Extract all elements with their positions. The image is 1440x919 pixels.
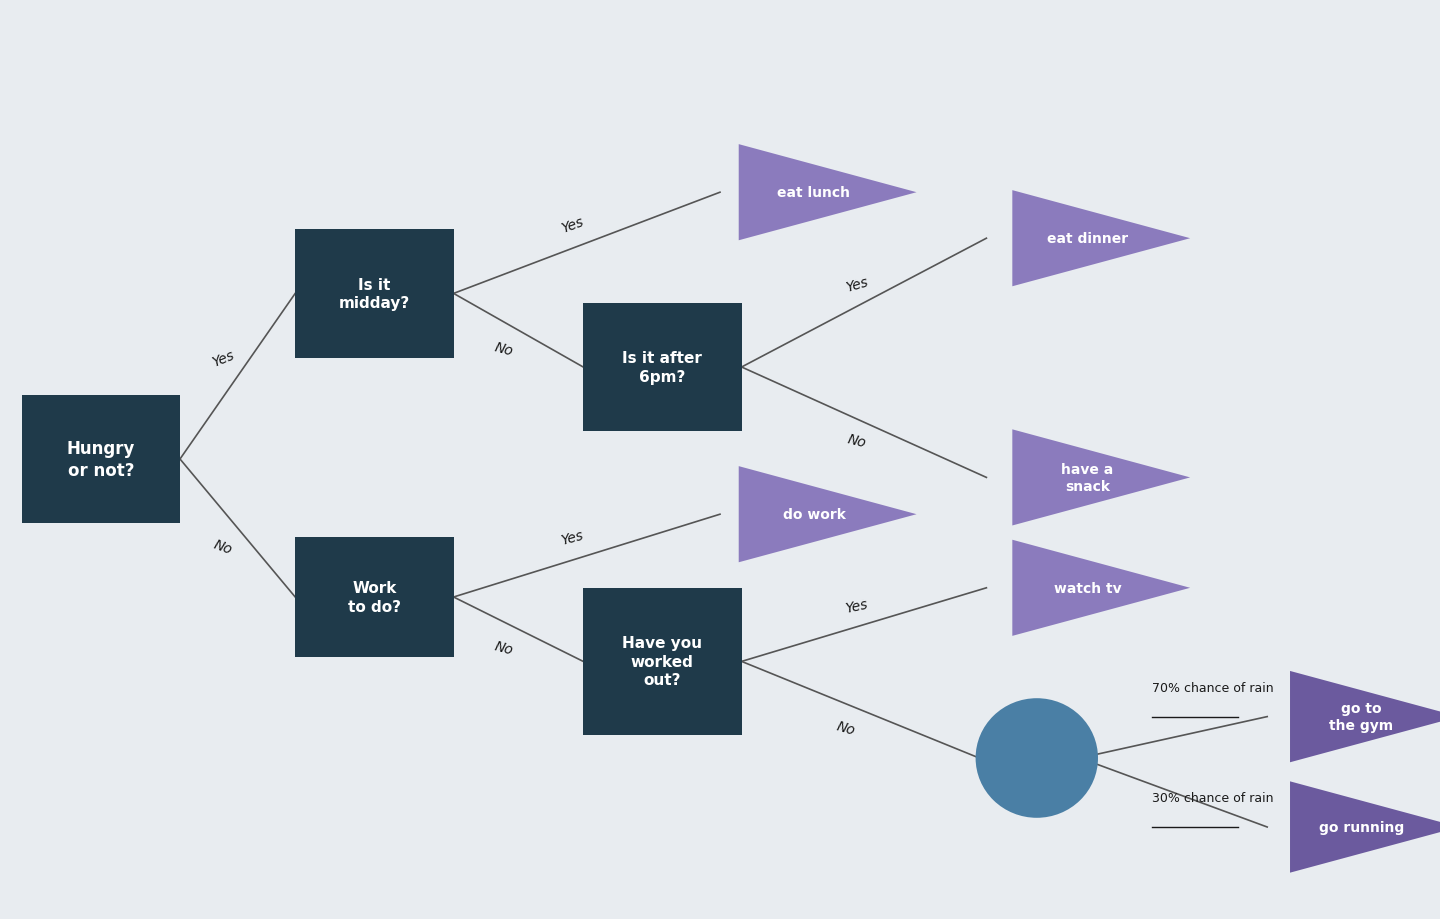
Text: Yes: Yes — [559, 215, 586, 235]
Text: No: No — [212, 537, 235, 557]
Text: 70% chance of rain: 70% chance of rain — [1152, 681, 1273, 694]
FancyBboxPatch shape — [295, 230, 454, 358]
Text: go to
the gym: go to the gym — [1329, 701, 1394, 732]
FancyBboxPatch shape — [583, 588, 742, 735]
Text: eat lunch: eat lunch — [778, 186, 851, 200]
Text: go running: go running — [1319, 820, 1404, 834]
Polygon shape — [1012, 191, 1191, 287]
Text: Yes: Yes — [560, 528, 585, 548]
Text: have a
snack: have a snack — [1061, 462, 1113, 494]
Text: Is it after
6pm?: Is it after 6pm? — [622, 351, 703, 384]
Text: No: No — [492, 639, 516, 657]
Text: Work
to do?: Work to do? — [348, 581, 400, 614]
Text: No: No — [845, 432, 868, 450]
Text: do work: do work — [782, 507, 845, 522]
Text: Yes: Yes — [844, 275, 870, 295]
Text: Hungry
or not?: Hungry or not? — [66, 439, 135, 480]
Text: watch tv: watch tv — [1054, 581, 1122, 596]
Text: Is it
midday?: Is it midday? — [338, 278, 410, 311]
Text: No: No — [835, 719, 857, 738]
Polygon shape — [1012, 430, 1191, 526]
FancyBboxPatch shape — [295, 538, 454, 657]
FancyBboxPatch shape — [583, 303, 742, 432]
Polygon shape — [739, 145, 916, 241]
Polygon shape — [1012, 540, 1191, 636]
FancyBboxPatch shape — [22, 395, 180, 524]
Text: No: No — [492, 340, 516, 358]
Text: Yes: Yes — [844, 597, 870, 616]
Text: 30% chance of rain: 30% chance of rain — [1152, 791, 1273, 804]
Polygon shape — [1290, 671, 1440, 763]
Text: Have you
worked
out?: Have you worked out? — [622, 636, 703, 687]
Polygon shape — [739, 467, 916, 562]
Polygon shape — [1290, 781, 1440, 873]
Ellipse shape — [976, 698, 1099, 818]
Text: Yes: Yes — [210, 347, 236, 369]
Text: eat dinner: eat dinner — [1047, 232, 1128, 246]
